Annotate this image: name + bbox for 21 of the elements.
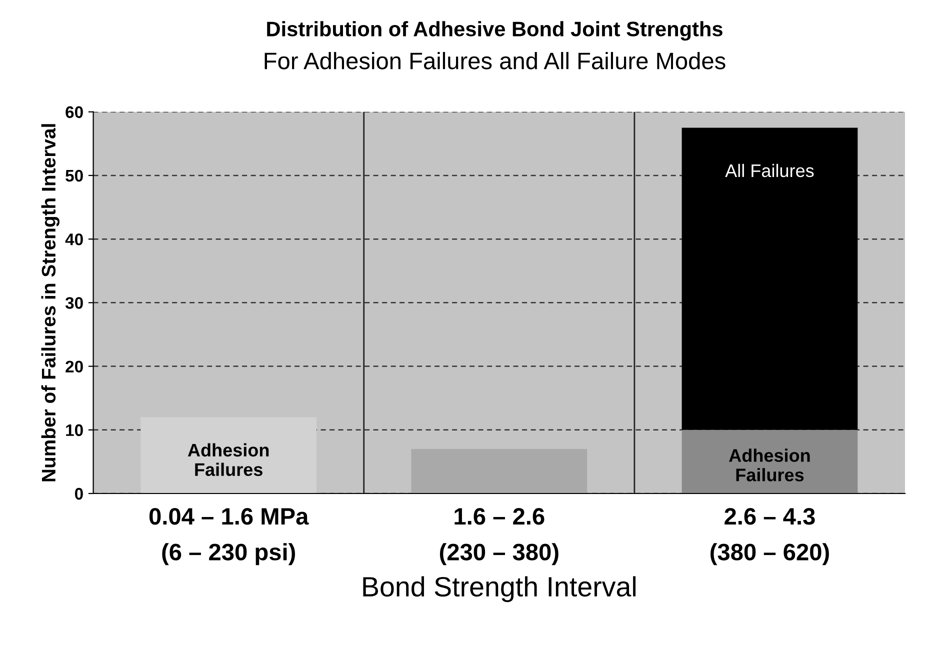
y-tick-label: 0 — [74, 488, 83, 500]
bar — [682, 128, 858, 430]
chart-title: Distribution of Adhesive Bond Joint Strengths — [267, 21, 722, 41]
bar — [682, 430, 858, 494]
x-tick-label: 2.6 – 4.3 (380 – 620) — [710, 508, 829, 566]
text: Adhesion Failures — [188, 443, 269, 476]
x-tick-label: 0.04 – 1.6 MPa (6 – 230 psi) — [149, 508, 309, 566]
x-tick-label: 1.6 – 2.6 (230 – 380) — [440, 508, 558, 566]
series-label: All Failures — [725, 164, 814, 178]
x-axis-title: Bond Strength Interval — [363, 576, 636, 602]
y-tick-label: 20 — [66, 360, 83, 372]
y-tick-label: 30 — [65, 297, 83, 309]
bar — [140, 417, 317, 494]
y-tick-label: 10 — [66, 424, 83, 436]
y-axis-title: Number of Failures in Strength Interval — [41, 124, 60, 482]
series-label: Adhesion Failures — [729, 448, 810, 482]
y-tick-label: 60 — [66, 106, 83, 118]
y-tick-label: 40 — [65, 233, 83, 246]
y-tick-label: 50 — [66, 170, 83, 182]
chart-subtitle: For Adhesion Failures and All Failure Modes — [264, 52, 726, 70]
bar — [411, 448, 588, 494]
